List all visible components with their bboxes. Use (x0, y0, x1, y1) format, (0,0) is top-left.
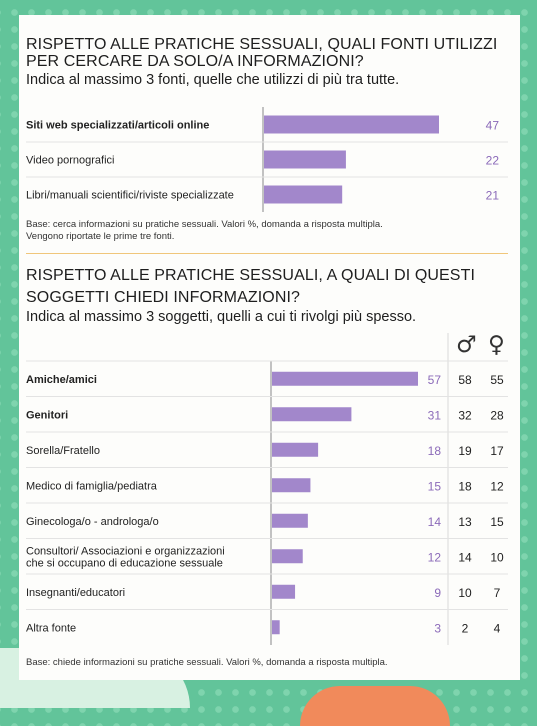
chart2-bar (272, 513, 308, 528)
chart2-value-label: 3 (434, 621, 441, 635)
chart2-value-label: 9 (434, 586, 441, 600)
chart2-female-value: 28 (490, 408, 504, 422)
chart2-bar (272, 442, 319, 457)
chart1-value-label: 47 (486, 119, 500, 133)
chart2-bar (272, 371, 418, 386)
section1-subtitle: Indica al massimo 3 fonti, quelle che ut… (26, 72, 400, 88)
chart1-category-label: Libri/manuali scientifici/riviste specia… (26, 190, 234, 202)
chart2-female-value: 12 (490, 479, 504, 493)
chart2-value-label: 14 (428, 515, 442, 529)
chart2-bar (272, 549, 303, 564)
chart2-male-value: 14 (458, 550, 472, 564)
chart2-category-label: Altra fonte (26, 622, 76, 634)
chart2-category-label-line: Ginecologa/o - androloga/o (26, 516, 159, 528)
chart2-category-label-line: Sorella/Fratello (26, 445, 100, 457)
chart2-bar (272, 407, 352, 422)
chart2-category-label: Genitori (26, 409, 68, 421)
section2-note: Base: chiede informazioni su pratiche se… (26, 657, 388, 668)
chart-sources: Siti web specializzati/articoli online 47… (26, 107, 508, 212)
chart1-category-label: Video pornografici (26, 155, 114, 167)
chart2-male-value: 10 (458, 586, 472, 600)
chart2-category-label-line: che si occupano di educazione sessuale (26, 557, 223, 569)
section1-title-line1: RISPETTO ALLE PRATICHE SESSUALI, QUALI F… (26, 36, 498, 53)
chart2-category-label: Amiche/amici (26, 374, 97, 386)
chart2-category-label-line: Genitori (26, 409, 68, 421)
section2-title-line1: RISPETTO ALLE PRATICHE SESSUALI, A QUALI… (26, 267, 475, 284)
chart2-category-label: Insegnanti/educatori (26, 587, 125, 599)
section2-subtitle: Indica al massimo 3 soggetti, quelli a c… (26, 309, 417, 325)
chart2-male-value: 13 (458, 515, 472, 529)
chart2-male-value: 2 (462, 621, 469, 635)
chart2-value-label: 15 (428, 479, 442, 493)
chart2-male-value: 19 (458, 444, 472, 458)
chart2-category-label-line: Amiche/amici (26, 374, 97, 386)
chart2-value-label: 12 (428, 550, 442, 564)
chart2-bar (272, 620, 280, 635)
chart2-female-value: 17 (490, 444, 504, 458)
chart2-category-label: Consultori/ Associazioni e organizzazion… (26, 545, 225, 569)
chart2-male-value: 32 (458, 408, 472, 422)
chart1-category-label: Siti web specializzati/articoli online (26, 120, 209, 132)
chart1-bar (264, 150, 346, 169)
chart2-female-value: 10 (490, 550, 504, 564)
chart2-female-value: 15 (490, 515, 504, 529)
chart2-male-value: 58 (458, 373, 472, 387)
male-icon: ♂ (456, 332, 477, 358)
section1-note-line1: Base: cerca informazioni su pratiche ses… (26, 219, 383, 230)
section1-note-line2: Vengono riportate le prime tre fonti. (26, 231, 175, 242)
section1-title-line2: PER CERCARE DA SOLO/A INFORMAZIONI? (26, 53, 364, 70)
section-divider (26, 253, 508, 254)
chart2-category-label-line: Insegnanti/educatori (26, 587, 125, 599)
chart2-category-label-line: Consultori/ Associazioni e organizzazion… (26, 545, 225, 557)
chart2-value-label: 31 (428, 408, 442, 422)
chart2-bar (272, 478, 311, 493)
section2-title-line2: SOGGETTI CHIEDI INFORMAZIONI? (26, 289, 301, 306)
chart2-female-value: 4 (494, 621, 501, 635)
infographic-card: RISPETTO ALLE PRATICHE SESSUALI, QUALI F… (19, 15, 520, 680)
chart2-male-value: 18 (458, 479, 472, 493)
decorative-blob-orange (300, 686, 450, 726)
chart2-category-label: Sorella/Fratello (26, 445, 100, 457)
chart2-female-value: 55 (490, 373, 504, 387)
female-icon: ♀ (488, 332, 505, 358)
chart2-category-label-line: Medico di famiglia/pediatra (26, 480, 158, 492)
chart1-value-label: 22 (486, 154, 500, 168)
chart1-bar (264, 185, 343, 204)
chart2-value-label: 57 (428, 373, 442, 387)
chart2-bar (272, 584, 296, 599)
chart1-bar (264, 115, 439, 134)
chart2-value-label: 18 (428, 444, 442, 458)
chart2-category-label-line: Altra fonte (26, 622, 76, 634)
chart2-category-label: Medico di famiglia/pediatra (26, 480, 158, 492)
chart1-value-label: 21 (486, 189, 500, 203)
chart2-female-value: 7 (494, 586, 501, 600)
chart2-category-label: Ginecologa/o - androloga/o (26, 516, 159, 528)
